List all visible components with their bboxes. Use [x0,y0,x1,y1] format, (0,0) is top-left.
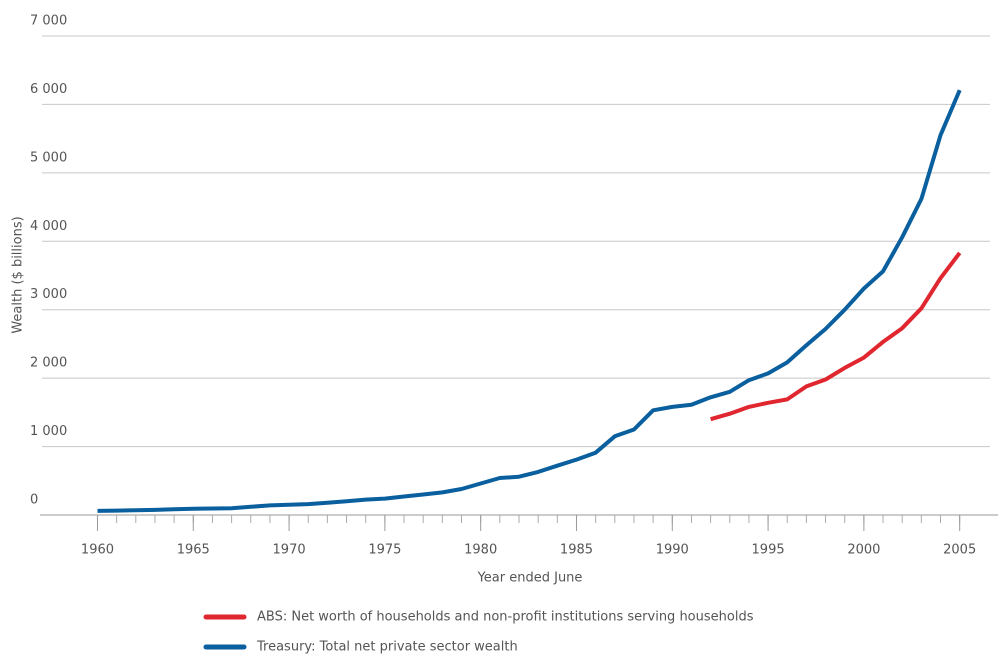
series-line [97,89,962,513]
x-tick-label: 1990 [656,543,689,558]
y-tick-label: 2 000 [30,356,67,371]
x-tick-label: 1985 [560,543,593,558]
legend-label: ABS: Net worth of households and non-pro… [257,610,754,625]
legend-label: Treasury: Total net private sector wealt… [256,640,518,655]
x-tick-label: 1965 [177,543,210,558]
x-tick-label: 1980 [464,543,497,558]
series-line [710,251,962,422]
x-tick-label: 1970 [273,543,306,558]
x-tick-label: 2005 [943,543,976,558]
x-axis-title: Year ended June [477,571,583,586]
x-tick-label: 1975 [368,543,401,558]
y-tick-label: 5 000 [30,150,67,165]
y-tick-label: 7 000 [30,14,67,29]
y-axis-title: Wealth ($ billions) [11,216,26,333]
x-tick-label: 1995 [752,543,785,558]
y-tick-label: 3 000 [30,287,67,302]
x-tick-label: 2000 [847,543,880,558]
y-tick-label: 0 [30,493,38,508]
x-tick-label: 1960 [81,543,114,558]
y-tick-label: 6 000 [30,82,67,97]
y-tick-label: 1 000 [30,424,67,439]
y-tick-label: 4 000 [30,219,67,234]
